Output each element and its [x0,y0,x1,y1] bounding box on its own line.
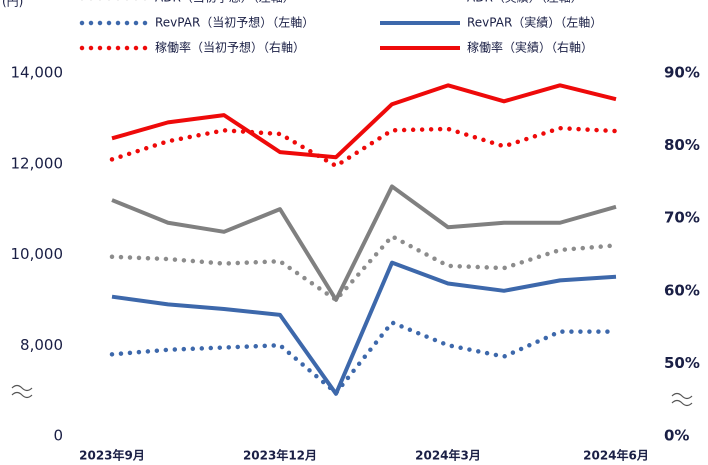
series-line [111,83,617,160]
axis-break [671,392,693,407]
legend-label: ADR（当初予想）（左軸） [155,0,295,5]
x-tick-label: 2024年3月 [415,448,481,463]
legend-label: 稼働率（当初予想）（右軸） [155,40,305,55]
y-tick-label: 8,000 [20,336,63,354]
legend-label: RevPAR（実績）（左軸） [467,15,602,30]
legend-label: ADR（実績）（左軸） [467,0,583,5]
y2-tick-label: 70% [664,209,700,227]
series-line [109,234,619,303]
axis-break [11,384,33,399]
series-line [111,184,617,302]
y-axis-label: (円) [2,0,23,9]
series-line [109,125,619,169]
legend-label: 稼働率（実績）（右軸） [467,40,593,55]
y2-tick-label: 60% [664,281,700,299]
x-tick-label: 2023年12月 [243,448,317,463]
y-tick-label: 0 [53,427,63,445]
y-tick-label: 14,000 [11,64,64,82]
y2-tick-label: 90% [664,64,700,82]
x-tick-label: 2023年9月 [79,448,145,463]
y-tick-label: 12,000 [11,154,64,172]
y2-tick-label: 50% [664,354,700,372]
series-line [109,320,619,396]
y-tick-label: 10,000 [11,245,64,263]
y2-tick-label: 0% [664,427,689,445]
y2-tick-label: 80% [664,136,700,154]
legend-label: RevPAR（当初予想）（左軸） [155,15,314,30]
x-tick-label: 2024年6月 [583,448,649,463]
series-line [111,260,617,396]
